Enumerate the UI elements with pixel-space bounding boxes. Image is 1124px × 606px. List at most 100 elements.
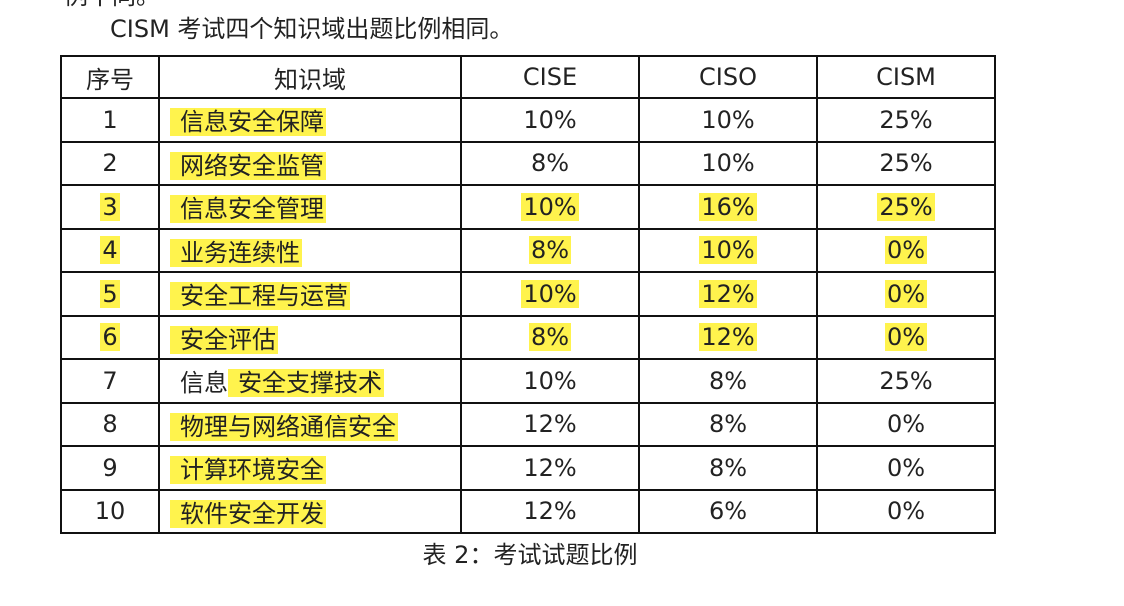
cell-domain: 信息安全保障	[158, 97, 462, 143]
cise-text: 12%	[523, 497, 577, 526]
table-row: 2 网络安全监管 8% 10% 25%	[60, 140, 996, 186]
cell-domain: 物理与网络通信安全	[158, 401, 462, 447]
cell-domain: 安全工程与运营	[158, 271, 462, 317]
cell-no: 4	[60, 227, 160, 273]
domain-text: 信息安全管理	[170, 195, 326, 224]
cell-ciso: 8%	[638, 401, 818, 447]
domain-text: 物理与网络通信安全	[170, 412, 398, 441]
table-caption: 表 2：考试试题比例	[422, 541, 638, 569]
cise-text: 8%	[528, 236, 572, 265]
cell-ciso: 16%	[638, 184, 818, 230]
header-domain: 知识域	[158, 55, 462, 99]
cism-text: 25%	[879, 105, 933, 134]
cell-cism: 25%	[816, 97, 996, 143]
cell-ciso: 10%	[638, 97, 818, 143]
ciso-text: 10%	[701, 105, 755, 134]
cell-cism: 0%	[816, 401, 996, 447]
cell-no-text: 3	[100, 192, 120, 221]
ciso-text: 16%	[699, 192, 757, 221]
cell-no-text: 9	[102, 453, 118, 482]
cell-cise: 10%	[460, 358, 640, 404]
cell-domain: 软件安全开发	[158, 488, 462, 534]
cism-text: 0%	[886, 453, 926, 482]
cell-cise: 10%	[460, 271, 640, 317]
intro-text: CISM 考试四个知识域出题比例相同。	[110, 15, 514, 43]
cell-no: 3	[60, 184, 160, 230]
table-header-row: 序号 知识域 CISE CISO CISM	[60, 55, 996, 99]
cell-no-text: 1	[102, 105, 118, 134]
ciso-text: 10%	[701, 149, 755, 178]
cell-ciso: 10%	[638, 227, 818, 273]
cise-text: 12%	[523, 410, 577, 439]
domain-text: 安全支撑技术	[228, 369, 384, 398]
table-row: 7 信息 安全支撑技术 10% 8% 25%	[60, 358, 996, 404]
domain-text-plain: 信息	[180, 369, 228, 398]
cell-cise: 12%	[460, 445, 640, 491]
cism-text: 0%	[886, 497, 926, 526]
cell-no-text: 8	[102, 410, 118, 439]
cism-text: 25%	[879, 149, 933, 178]
ciso-text: 10%	[699, 236, 757, 265]
cell-cism: 0%	[816, 488, 996, 534]
cell-no-text: 5	[100, 279, 120, 308]
ciso-text: 12%	[699, 279, 757, 308]
cism-text: 0%	[884, 323, 928, 352]
cell-cism: 25%	[816, 358, 996, 404]
cell-domain: 信息 安全支撑技术	[158, 358, 462, 404]
domain-text: 信息安全保障	[170, 108, 326, 137]
header-cise: CISE	[460, 55, 640, 99]
cell-no: 6	[60, 314, 160, 360]
cell-no-text: 2	[102, 149, 118, 178]
cise-text: 10%	[523, 105, 577, 134]
ciso-text: 12%	[699, 323, 757, 352]
cut-off-text: 例不同。	[64, 0, 160, 8]
cell-no: 8	[60, 401, 160, 447]
cell-no-text: 6	[100, 323, 120, 352]
cism-text: 25%	[877, 192, 935, 221]
cell-ciso: 8%	[638, 445, 818, 491]
domain-text: 安全评估	[170, 325, 278, 354]
cism-text: 0%	[884, 236, 928, 265]
cell-no: 5	[60, 271, 160, 317]
cell-cise: 8%	[460, 314, 640, 360]
cell-domain: 网络安全监管	[158, 140, 462, 186]
table-row: 4 业务连续性 8% 10% 0%	[60, 227, 996, 273]
cell-no: 9	[60, 445, 160, 491]
ciso-text: 8%	[708, 366, 748, 395]
table-row: 6 安全评估 8% 12% 0%	[60, 314, 996, 360]
header-cism: CISM	[816, 55, 996, 99]
domain-text: 软件安全开发	[170, 499, 326, 528]
cise-text: 10%	[523, 366, 577, 395]
cell-domain: 业务连续性	[158, 227, 462, 273]
cell-no-text: 10	[94, 497, 126, 526]
cell-domain: 计算环境安全	[158, 445, 462, 491]
cise-text: 10%	[521, 192, 579, 221]
cell-cism: 0%	[816, 227, 996, 273]
cell-domain: 安全评估	[158, 314, 462, 360]
cell-ciso: 6%	[638, 488, 818, 534]
table-row: 10 软件安全开发 12% 6% 0%	[60, 488, 996, 534]
cell-cism: 0%	[816, 314, 996, 360]
cell-cism: 25%	[816, 140, 996, 186]
cise-text: 8%	[530, 149, 570, 178]
cise-text: 12%	[523, 453, 577, 482]
cell-no-text: 4	[100, 236, 120, 265]
cism-text: 25%	[879, 366, 933, 395]
cell-no-text: 7	[102, 366, 118, 395]
table-row: 3 信息安全管理 10% 16% 25%	[60, 184, 996, 230]
cell-no: 10	[60, 488, 160, 534]
exam-ratio-table: 序号 知识域 CISE CISO CISM 1 信息安全保障 10% 10% 2…	[60, 55, 996, 534]
cell-cise: 10%	[460, 184, 640, 230]
cell-cism: 0%	[816, 271, 996, 317]
ciso-text: 8%	[708, 410, 748, 439]
table-row: 8 物理与网络通信安全 12% 8% 0%	[60, 401, 996, 447]
ciso-text: 6%	[708, 497, 748, 526]
domain-text: 计算环境安全	[170, 456, 326, 485]
cell-ciso: 10%	[638, 140, 818, 186]
cell-ciso: 12%	[638, 314, 818, 360]
domain-text: 网络安全监管	[170, 151, 326, 180]
cise-text: 10%	[521, 279, 579, 308]
cell-no: 1	[60, 97, 160, 143]
table-row: 1 信息安全保障 10% 10% 25%	[60, 97, 996, 143]
cell-ciso: 12%	[638, 271, 818, 317]
